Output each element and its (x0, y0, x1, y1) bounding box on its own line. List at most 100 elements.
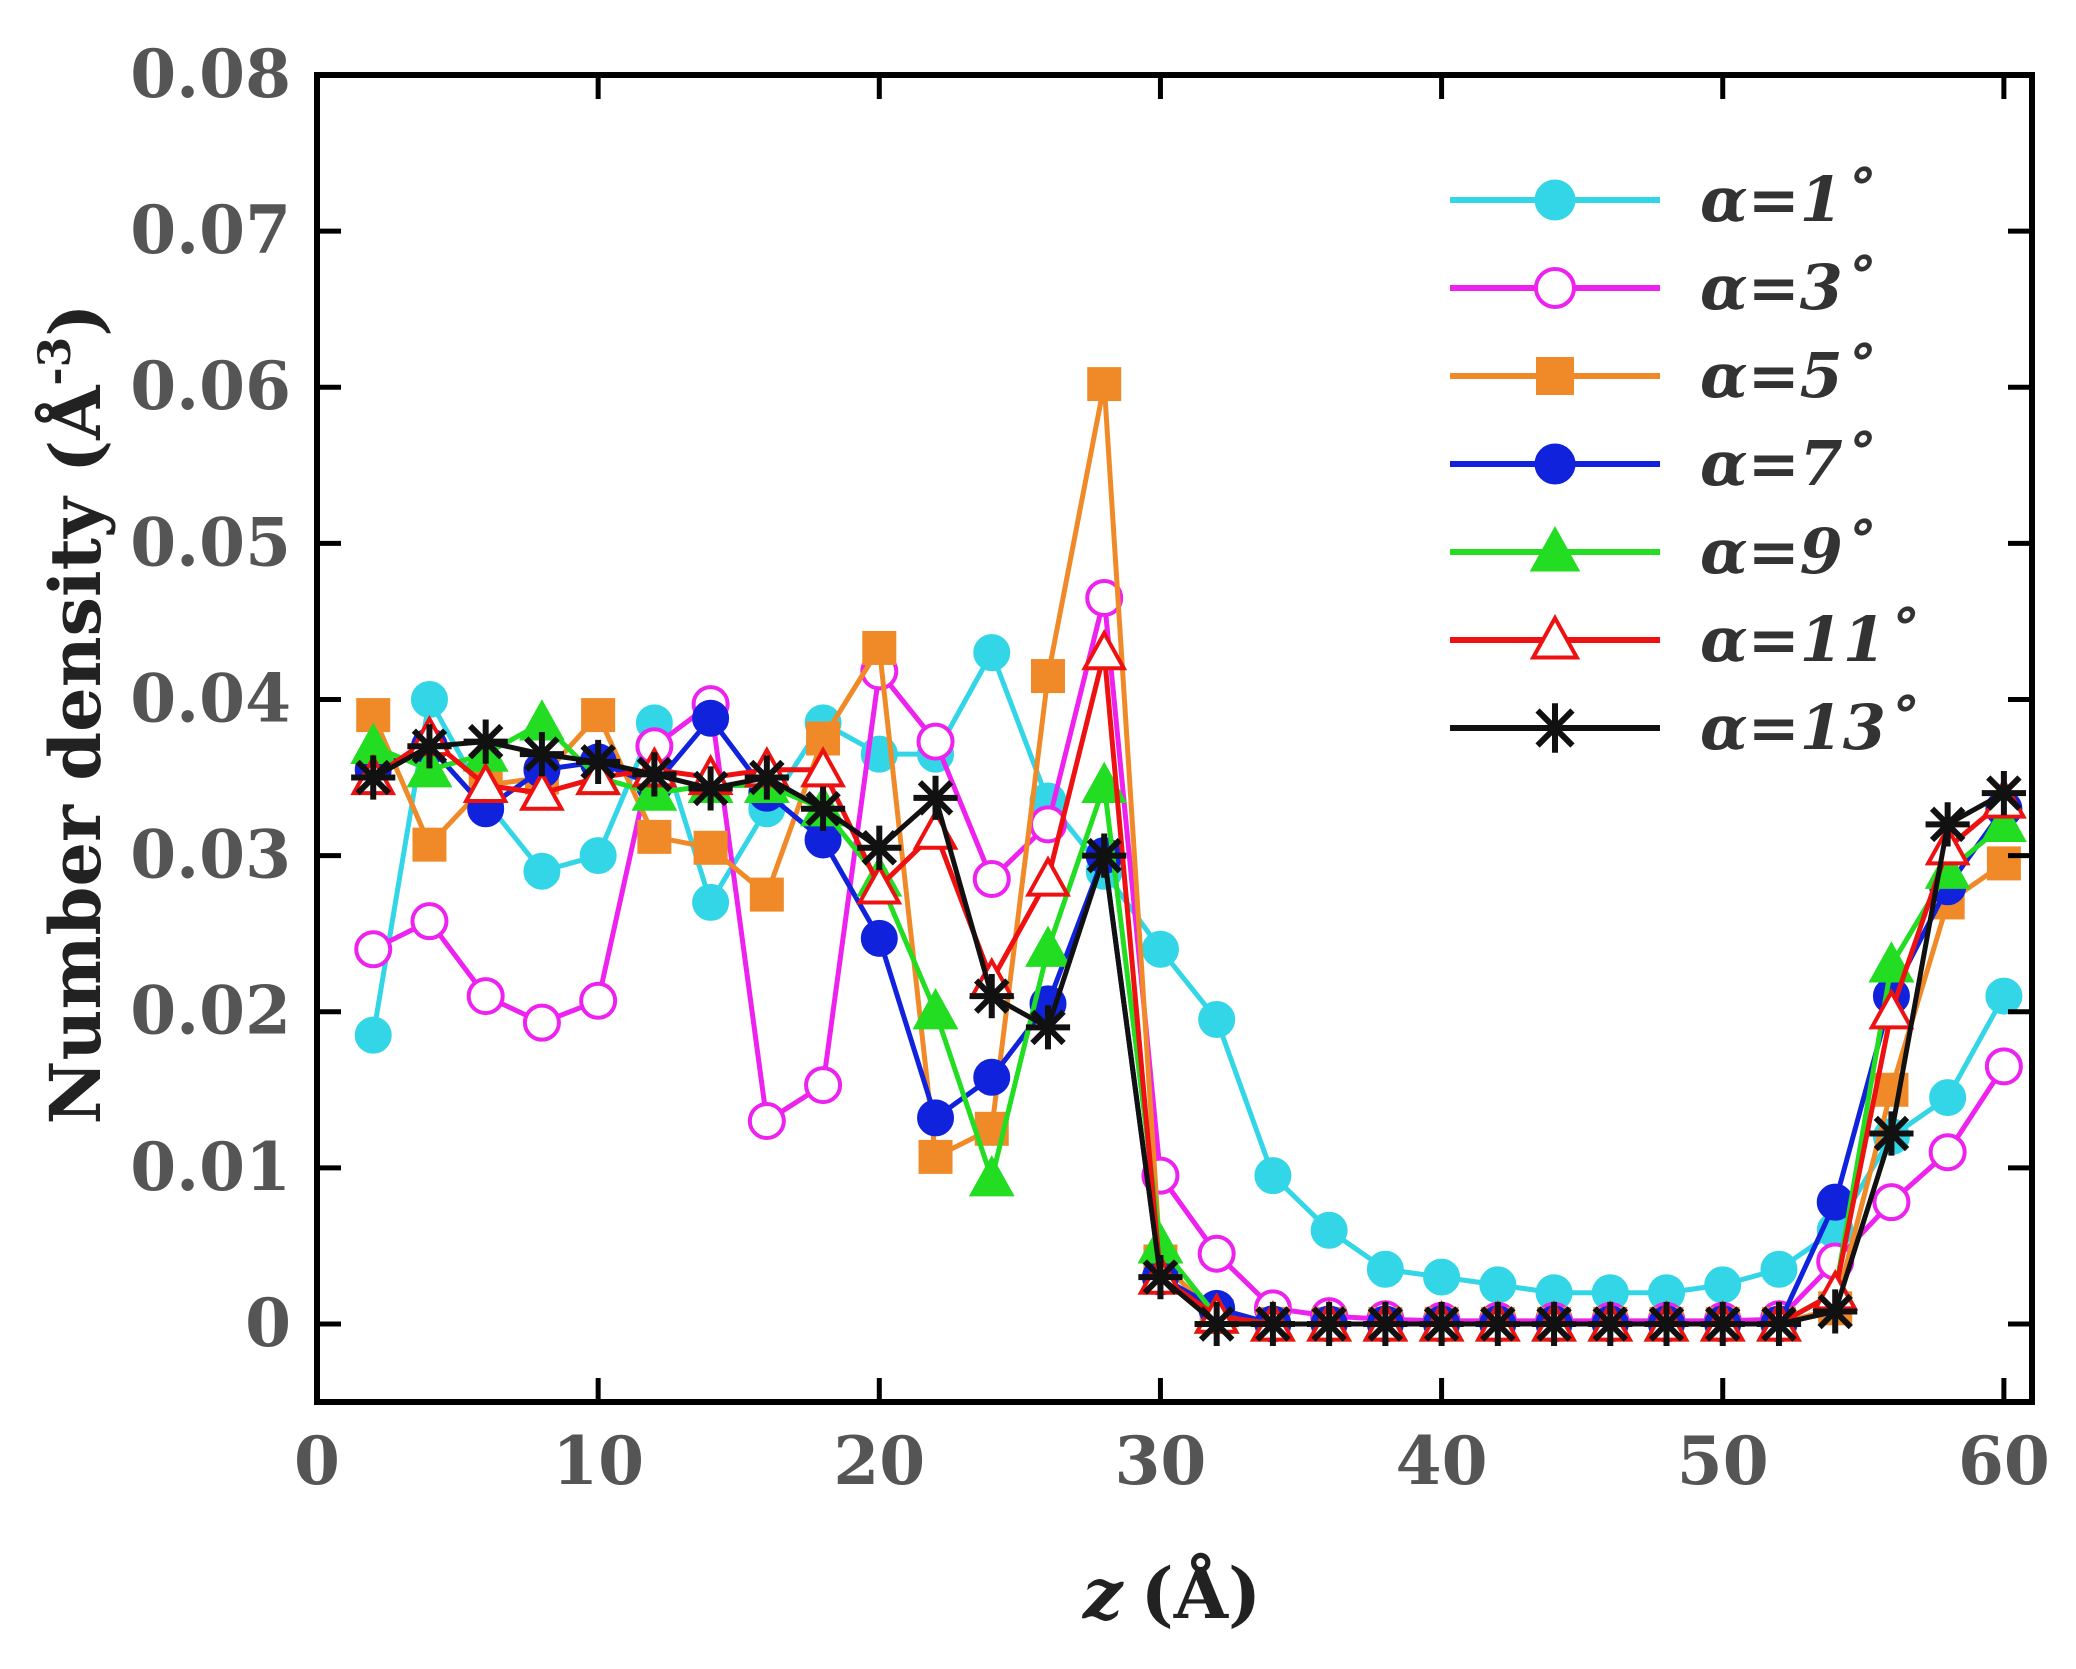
data-point-open-circle (354, 930, 393, 969)
x-tick-label: 40 (1396, 1422, 1488, 1500)
data-point-asterisk (1531, 1301, 1577, 1347)
y-tick-label: 0.07 (130, 191, 291, 269)
data-point-square (1986, 846, 2021, 881)
data-point-circle (973, 634, 1011, 672)
legend-label: α=13˚ (1700, 691, 1917, 764)
x-axis-title-variable: z (1081, 1552, 1124, 1635)
data-point-open-circle (1085, 578, 1124, 617)
data-point-asterisk (1363, 1301, 1408, 1347)
y-tick-label: 0.08 (130, 35, 291, 113)
legend-entry: α=3˚ (1450, 251, 1874, 324)
data-point-circle (410, 680, 448, 718)
data-point-asterisk (1194, 1301, 1239, 1347)
x-tick-label: 60 (1958, 1422, 2050, 1500)
data-point-circle (1704, 1266, 1742, 1304)
legend-entry: α=9˚ (1450, 515, 1874, 588)
x-tick-label: 10 (552, 1422, 644, 1500)
data-point-circle (973, 1058, 1011, 1096)
data-point-open-circle (522, 1003, 561, 1042)
data-point-open-triangle (800, 746, 847, 788)
y-axis-title-exponent: -3 (30, 337, 81, 386)
data-point-asterisk (1307, 1301, 1352, 1347)
data-point-triangle (1529, 526, 1581, 572)
x-tick-label: 20 (833, 1422, 925, 1500)
data-point-asterisk (1138, 1255, 1183, 1300)
data-point-circle (692, 699, 730, 737)
data-point-circle (1479, 1266, 1517, 1304)
data-point-open-triangle (1025, 855, 1071, 897)
data-point-open-circle (579, 981, 618, 1020)
data-point-asterisk (1925, 802, 1970, 847)
data-point-asterisk (969, 973, 1014, 1019)
legend-label: α=7˚ (1700, 427, 1874, 500)
data-point-circle (1534, 443, 1576, 485)
legend-entry: α=1˚ (1450, 163, 1874, 236)
data-point-circle (523, 852, 561, 890)
legend-entry: α=7˚ (1450, 427, 1874, 500)
legend-label: α=11˚ (1700, 603, 1917, 676)
plot-frame (314, 72, 2035, 1405)
data-point-asterisk (1530, 703, 1580, 753)
data-point-open-triangle (1081, 628, 1128, 671)
data-point-open-circle (972, 860, 1011, 899)
data-point-open-circle (916, 722, 955, 761)
data-point-asterisk (1700, 1301, 1745, 1347)
y-axis-title-text: Number density (Å (34, 384, 117, 1125)
data-point-asterisk (351, 755, 396, 800)
data-point-asterisk (1588, 1301, 1633, 1347)
data-point-open-circle (804, 1066, 843, 1105)
data-point-open-triangle (1868, 988, 1915, 1030)
y-axis-title: Number density (Å-3) (30, 304, 117, 1125)
y-tick-label: 0.04 (130, 659, 291, 737)
data-point-circle (1198, 1001, 1236, 1039)
data-point-open-circle (1534, 267, 1576, 309)
data-point-open-circle (1872, 1183, 1911, 1222)
data-point-square (862, 630, 897, 665)
y-axis-title-close: ) (34, 304, 117, 337)
data-point-square (1030, 659, 1065, 694)
x-tick-label: 0 (294, 1422, 340, 1500)
data-point-asterisk (463, 719, 508, 764)
data-point-asterisk (1869, 1111, 1914, 1156)
data-point-triangle (1025, 925, 1071, 967)
data-point-open-triangle (518, 769, 565, 811)
data-point-circle (1760, 1250, 1798, 1288)
data-point-circle (1310, 1211, 1348, 1249)
plot-area (350, 367, 2027, 1347)
data-point-open-circle (747, 1101, 786, 1140)
legend-label: α=9˚ (1700, 515, 1874, 588)
data-point-triangle (912, 988, 959, 1030)
data-point-circle (860, 919, 898, 957)
y-tick-label: 0.05 (130, 503, 291, 581)
data-point-asterisk (1419, 1301, 1464, 1347)
data-point-asterisk (1813, 1289, 1858, 1334)
data-point-circle (1366, 1250, 1404, 1288)
data-point-open-triangle (856, 863, 903, 905)
data-point-circle (917, 1099, 955, 1137)
data-point-square (918, 1139, 953, 1174)
legend-label: α=5˚ (1700, 339, 1874, 412)
data-point-circle (354, 1016, 392, 1054)
data-point-square (693, 830, 728, 865)
data-point-asterisk (576, 739, 621, 785)
data-point-asterisk (857, 825, 902, 870)
data-point-square (1536, 357, 1574, 395)
data-point-circle (579, 837, 617, 875)
data-point-square (581, 698, 616, 733)
data-point-square (749, 877, 784, 912)
axes: 0 10 20 30 40 50 60 0 0.01 0.02 0.03 0.04 0.05 0.06 0.… (130, 35, 2050, 1500)
y-tick-label: 0.03 (130, 816, 291, 894)
data-point-triangle (1980, 800, 2027, 843)
data-point-asterisk (407, 724, 452, 769)
data-point-asterisk (800, 786, 846, 831)
x-tick-label: 50 (1677, 1422, 1769, 1500)
x-tick-label: 30 (1115, 1422, 1207, 1500)
data-point-asterisk (519, 732, 565, 777)
data-point-asterisk (1082, 833, 1127, 878)
data-point-open-triangle (462, 761, 509, 803)
data-point-circle (1141, 930, 1179, 968)
data-point-square (412, 827, 447, 862)
data-point-square (1087, 367, 1122, 402)
data-point-square (637, 819, 672, 854)
x-axis-title-unit: (Å) (1141, 1552, 1262, 1635)
